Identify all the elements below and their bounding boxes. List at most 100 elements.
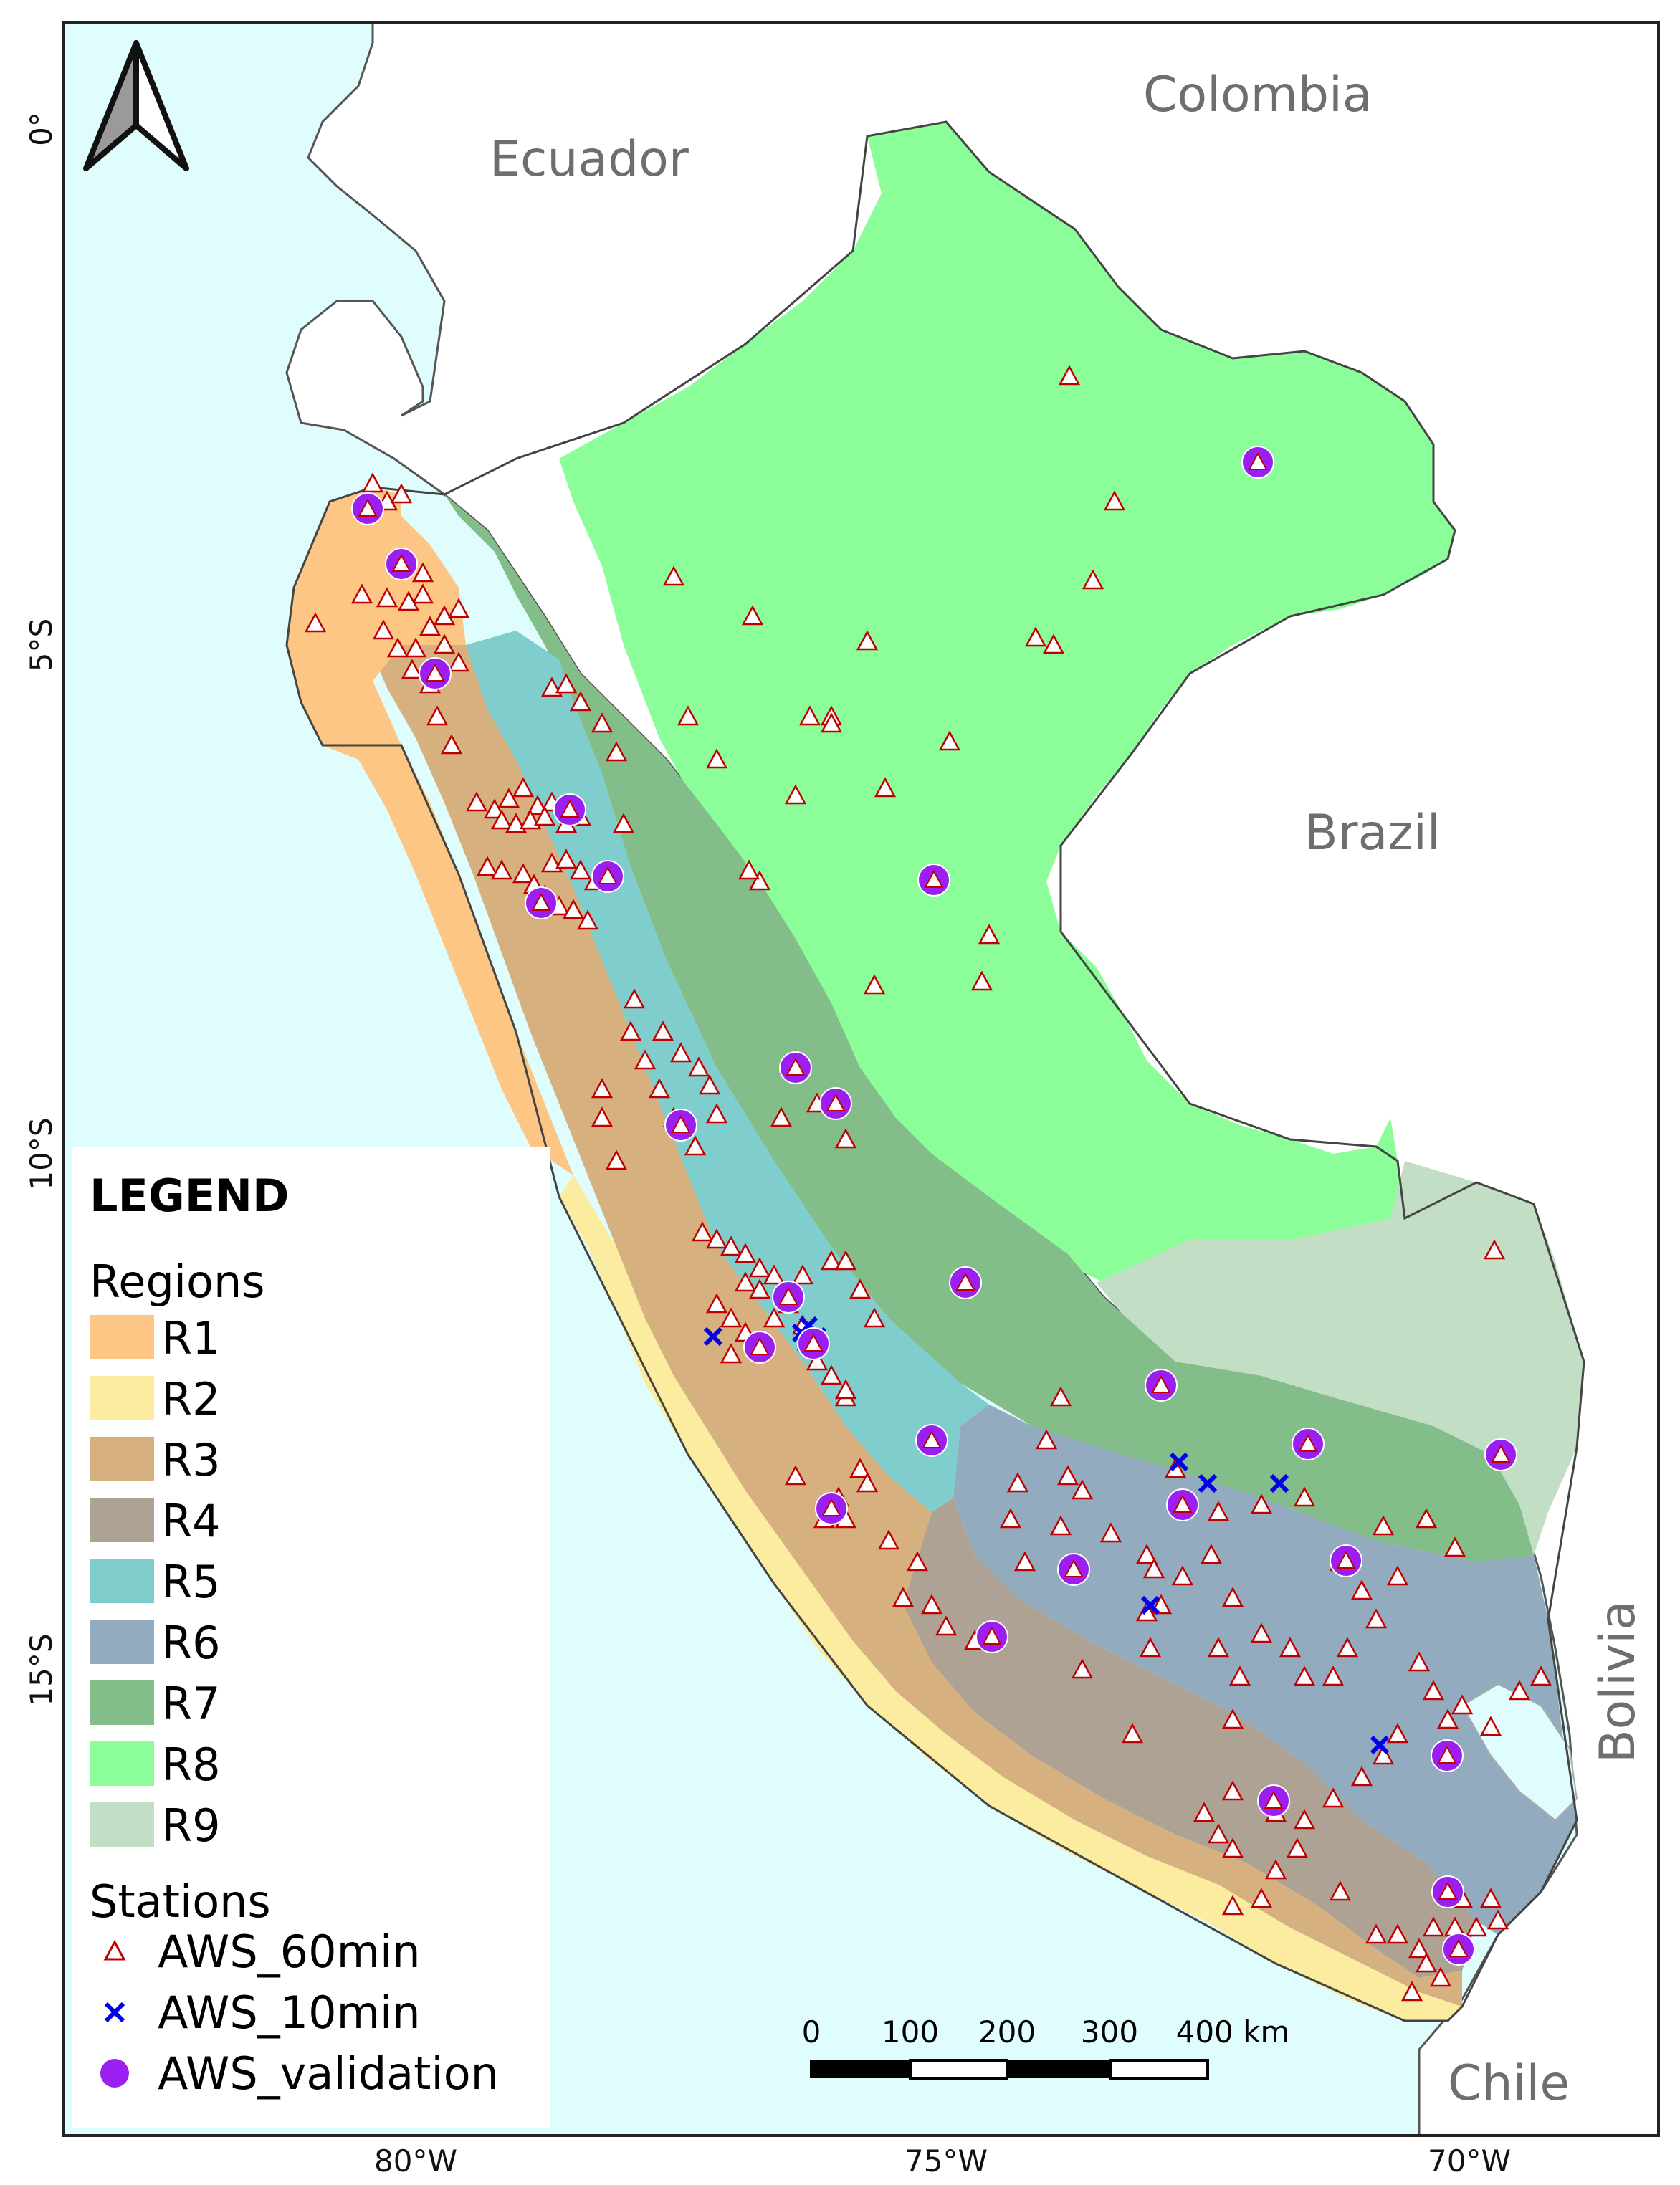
- station-aws60-marker: [734, 1271, 757, 1292]
- station-aws60-marker: [671, 1114, 691, 1133]
- station-aws60-marker: [1508, 1680, 1531, 1701]
- legend-symbol-circle: [100, 2059, 129, 2088]
- station-aws60-marker: [531, 892, 551, 911]
- station-aws60-marker: [605, 741, 628, 762]
- station-aws60-marker: [358, 498, 378, 517]
- station-aws60-marker: [1448, 1938, 1469, 1957]
- station-aws60-marker: [1071, 1479, 1094, 1500]
- station-aws10-marker: [1169, 1452, 1189, 1472]
- station-aws60-marker: [978, 924, 1001, 945]
- country-label-brazil: Brazil: [1304, 805, 1441, 861]
- legend-stations: AWS_60min AWS_10min AWS_validation: [100, 1926, 499, 2100]
- country-label-colombia: Colombia: [1143, 67, 1373, 123]
- lon-label-75w: 75°W: [905, 2143, 988, 2179]
- station-aws60-marker: [738, 859, 760, 880]
- legend-label-r5: R5: [161, 1556, 221, 1608]
- station-aws60-marker: [1049, 1386, 1072, 1407]
- station-aws60-marker: [1139, 1637, 1162, 1658]
- station-aws60-marker: [490, 809, 513, 830]
- lat-label-10s: 10°S: [24, 1117, 59, 1190]
- station-aws60-marker: [350, 583, 373, 604]
- station-aws60-marker: [605, 1149, 628, 1170]
- station-aws60-marker: [433, 633, 456, 654]
- station-aws60-marker: [1415, 1952, 1438, 1973]
- station-aws60-marker: [1436, 1708, 1459, 1729]
- legend-label-r9: R9: [161, 1799, 221, 1852]
- station-aws60-marker: [750, 1337, 770, 1355]
- station-aws60-marker: [1286, 1837, 1309, 1858]
- station-aws60-marker: [705, 748, 728, 769]
- station-aws60-marker: [970, 970, 993, 991]
- station-aws60-marker: [391, 553, 411, 572]
- station-aws60-marker: [440, 734, 463, 755]
- station-aws60-marker: [1365, 1608, 1388, 1629]
- station-aws60-marker: [1135, 1544, 1158, 1564]
- station-aws60-marker: [1386, 1565, 1409, 1586]
- station-aws60-marker: [1099, 1522, 1122, 1543]
- station-aws60-marker: [1121, 1723, 1144, 1744]
- station-aws60-marker: [874, 777, 897, 798]
- station-aws10-marker: [703, 1326, 723, 1347]
- station-aws10-marker: [1198, 1473, 1218, 1493]
- station-aws60-marker: [426, 705, 449, 726]
- legend-label-r6: R6: [161, 1617, 221, 1669]
- legend-swatch-r6: [90, 1620, 154, 1664]
- station-aws60-marker: [705, 1293, 728, 1314]
- legend-label-r7: R7: [161, 1678, 221, 1730]
- lat-label-0: 0°: [24, 112, 59, 146]
- station-aws60-marker: [555, 848, 578, 869]
- station-aws60-marker: [576, 909, 599, 930]
- station-aws60-marker: [1365, 1923, 1388, 1944]
- station-aws60-marker: [476, 856, 499, 876]
- station-aws60-marker: [748, 1257, 771, 1278]
- station-aws10-marker: [1370, 1735, 1390, 1755]
- station-aws60-marker: [1479, 1716, 1502, 1736]
- station-aws60-marker: [533, 805, 556, 826]
- station-aws60-marker: [784, 784, 807, 805]
- station-aws60-marker: [1429, 1966, 1452, 1987]
- lat-label-5s: 5°S: [24, 618, 59, 671]
- station-aws60-marker: [411, 583, 434, 604]
- station-aws60-marker: [763, 1307, 786, 1328]
- station-aws60-marker: [560, 799, 580, 818]
- region-r7: [444, 494, 1534, 1562]
- station-aws60-marker: [1042, 633, 1065, 654]
- legend-swatch-r9: [90, 1802, 154, 1847]
- station-aws60-marker: [1372, 1744, 1395, 1765]
- station-aws60-marker: [376, 587, 398, 608]
- legend-swatch-r1: [90, 1315, 154, 1359]
- station-aws60-marker: [778, 1286, 798, 1305]
- station-aws60-marker: [1408, 1938, 1431, 1959]
- station-aws60-marker: [662, 565, 685, 586]
- station-aws60-marker: [834, 1128, 857, 1149]
- station-aws60-marker: [906, 1551, 929, 1572]
- station-aws60-marker: [372, 619, 395, 640]
- legend-label-r2: R2: [161, 1373, 221, 1425]
- legend-title: LEGEND: [90, 1170, 289, 1222]
- scale-tick-0: 0: [802, 2014, 821, 2050]
- station-aws60-marker: [1207, 1823, 1230, 1844]
- station-aws60-marker: [877, 1529, 900, 1550]
- station-aws60-marker: [1350, 1579, 1373, 1600]
- legend-symbol-cross: [104, 2002, 125, 2023]
- station-aws60-marker: [512, 777, 535, 798]
- station-aws60-marker: [1293, 1665, 1316, 1686]
- station-aws60-marker: [834, 1379, 857, 1400]
- station-aws60-marker: [748, 870, 771, 891]
- scale-tick-400: 400 km: [1176, 2014, 1290, 2050]
- station-aws60-marker: [806, 1350, 829, 1371]
- legend-regions-heading: Regions: [90, 1256, 265, 1308]
- legend-swatch-r7: [90, 1680, 154, 1725]
- station-aws60-marker: [1350, 1766, 1373, 1787]
- station-aws60-marker: [1013, 1551, 1036, 1572]
- station-aws60-marker: [1415, 1508, 1438, 1529]
- station-aws60-marker: [1221, 1837, 1244, 1858]
- lon-label-70w: 70°W: [1428, 2143, 1511, 2179]
- station-aws60-marker: [1228, 1665, 1251, 1686]
- station-aws60-marker: [1438, 1881, 1458, 1900]
- scale-bar: 0 100 200 300 400 km: [802, 2014, 1290, 2080]
- station-aws60-marker: [1207, 1637, 1230, 1658]
- legend-symbol-triangle: [103, 1939, 126, 1961]
- stations-layer: [304, 365, 1552, 2002]
- station-aws60-marker: [999, 1508, 1022, 1529]
